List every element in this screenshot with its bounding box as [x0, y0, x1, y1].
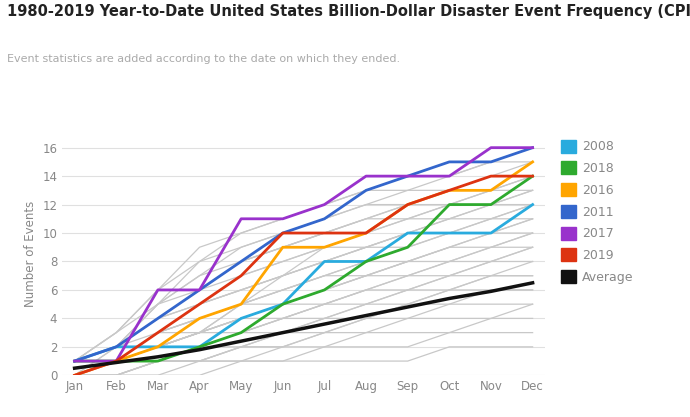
2011	[487, 159, 495, 164]
2008	[237, 316, 245, 321]
2019	[112, 359, 120, 364]
Line: 2011: 2011	[75, 148, 533, 361]
Line: 2018: 2018	[75, 176, 533, 361]
Average	[237, 339, 245, 344]
2008	[362, 259, 371, 264]
2018	[279, 301, 287, 306]
2011	[112, 344, 120, 349]
2018	[529, 173, 537, 178]
2016	[279, 245, 287, 250]
2016	[154, 344, 162, 349]
Average	[70, 366, 79, 371]
2018	[195, 344, 204, 349]
2008	[404, 231, 412, 236]
2017	[70, 359, 79, 364]
Line: 2016: 2016	[75, 162, 533, 375]
2016	[195, 316, 204, 321]
2018	[404, 245, 412, 250]
2016	[237, 301, 245, 306]
2011	[154, 316, 162, 321]
2011	[445, 159, 453, 164]
2019	[445, 188, 453, 193]
2017	[404, 173, 412, 178]
2016	[112, 359, 120, 364]
Average	[529, 280, 537, 285]
2017	[487, 145, 495, 150]
2016	[362, 231, 371, 236]
Text: 1980-2019 Year-to-Date United States Billion-Dollar Disaster Event Frequency (CP: 1980-2019 Year-to-Date United States Bil…	[7, 4, 690, 19]
2018	[320, 287, 328, 292]
2016	[529, 159, 537, 164]
Y-axis label: Number of Events: Number of Events	[23, 201, 37, 307]
2017	[320, 202, 328, 207]
Average	[195, 347, 204, 352]
2011	[195, 287, 204, 292]
Average	[112, 360, 120, 365]
2008	[195, 344, 204, 349]
2016	[487, 188, 495, 193]
Average	[320, 322, 328, 327]
Line: 2017: 2017	[75, 148, 533, 361]
2019	[487, 173, 495, 178]
Legend: 2008, 2018, 2016, 2011, 2017, 2019, Average: 2008, 2018, 2016, 2011, 2017, 2019, Aver…	[561, 140, 633, 284]
2008	[320, 259, 328, 264]
2008	[112, 344, 120, 349]
2008	[445, 231, 453, 236]
2017	[529, 145, 537, 150]
2008	[70, 359, 79, 364]
Average	[404, 304, 412, 309]
2018	[237, 330, 245, 335]
2017	[279, 216, 287, 221]
2018	[445, 202, 453, 207]
2018	[112, 359, 120, 364]
Average	[445, 296, 453, 301]
2019	[279, 231, 287, 236]
Average	[487, 289, 495, 294]
2008	[279, 301, 287, 306]
2016	[70, 373, 79, 378]
2018	[154, 359, 162, 364]
2019	[362, 231, 371, 236]
Average	[154, 354, 162, 359]
2019	[320, 231, 328, 236]
2016	[320, 245, 328, 250]
2017	[154, 287, 162, 292]
2017	[195, 287, 204, 292]
2008	[529, 202, 537, 207]
2019	[404, 202, 412, 207]
2016	[404, 202, 412, 207]
Average	[362, 313, 371, 318]
2016	[445, 188, 453, 193]
2017	[445, 173, 453, 178]
2011	[404, 173, 412, 178]
2011	[70, 359, 79, 364]
2011	[362, 188, 371, 193]
2008	[154, 344, 162, 349]
2008	[487, 231, 495, 236]
2018	[487, 202, 495, 207]
2019	[195, 301, 204, 306]
2017	[237, 216, 245, 221]
Line: 2019: 2019	[75, 176, 533, 375]
2011	[237, 259, 245, 264]
2011	[529, 145, 537, 150]
2019	[70, 373, 79, 378]
Text: Event statistics are added according to the date on which they ended.: Event statistics are added according to …	[7, 54, 400, 64]
2018	[362, 259, 371, 264]
2011	[320, 216, 328, 221]
Line: Average: Average	[75, 283, 533, 368]
2018	[70, 359, 79, 364]
2017	[112, 359, 120, 364]
2017	[362, 173, 371, 178]
2019	[237, 273, 245, 278]
2019	[529, 173, 537, 178]
2011	[279, 231, 287, 236]
Line: 2008: 2008	[75, 205, 533, 361]
Average	[279, 330, 287, 335]
2019	[154, 330, 162, 335]
